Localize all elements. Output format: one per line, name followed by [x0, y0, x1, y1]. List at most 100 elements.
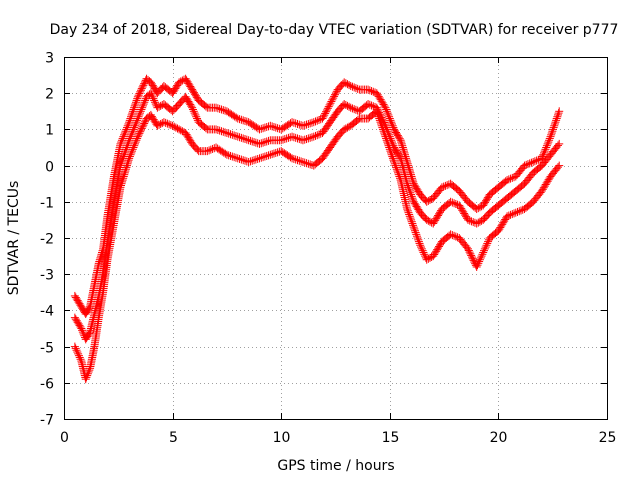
data-point — [118, 134, 127, 143]
data-point — [289, 118, 298, 127]
data-point — [239, 156, 248, 165]
data-point — [136, 107, 145, 116]
data-point — [139, 81, 148, 90]
data-point — [477, 252, 486, 261]
data-point — [307, 133, 316, 142]
data-point — [515, 207, 524, 216]
data-point — [271, 123, 280, 132]
data-point — [343, 123, 352, 132]
data-point — [463, 244, 472, 253]
data-point — [551, 118, 560, 127]
data-point — [253, 154, 262, 163]
data-point — [513, 207, 522, 216]
data-point — [130, 139, 139, 148]
data-point — [120, 129, 129, 138]
data-point — [340, 100, 349, 109]
data-point — [398, 141, 407, 150]
data-point — [387, 119, 396, 128]
data-point — [120, 168, 129, 177]
data-point — [306, 119, 315, 128]
data-point — [307, 118, 316, 127]
data-point — [288, 118, 297, 127]
data-point — [120, 130, 129, 139]
data-point — [125, 152, 134, 161]
data-point — [399, 145, 408, 154]
y-tick-label: 2 — [45, 87, 54, 103]
data-point — [552, 116, 561, 125]
data-point — [125, 118, 134, 127]
data-point — [235, 115, 244, 124]
data-point — [380, 129, 389, 138]
data-point — [155, 120, 164, 129]
data-point — [553, 141, 562, 150]
data-point — [422, 215, 431, 224]
data-point — [341, 100, 350, 109]
x-tick-label: 20 — [490, 430, 508, 446]
data-point — [133, 132, 142, 141]
data-point — [388, 152, 397, 161]
data-point — [380, 130, 389, 139]
data-point — [173, 124, 182, 133]
y-tick-label: -6 — [40, 377, 54, 393]
data-point — [534, 155, 543, 164]
data-point — [321, 109, 330, 118]
data-point — [259, 124, 268, 133]
data-point — [135, 89, 144, 98]
data-point — [435, 242, 444, 251]
data-point — [132, 136, 141, 145]
data-point — [150, 96, 159, 105]
data-point — [341, 79, 350, 88]
data-point — [123, 121, 132, 130]
data-point — [398, 143, 407, 152]
data-point — [130, 121, 139, 130]
data-point — [212, 103, 221, 112]
data-point — [353, 115, 362, 124]
data-point — [343, 80, 352, 89]
data-point — [241, 135, 249, 144]
x-tick-label: 15 — [382, 430, 400, 446]
data-point — [411, 228, 420, 237]
data-point — [430, 250, 439, 259]
data-point — [325, 100, 334, 109]
data-point — [125, 136, 134, 145]
data-point — [537, 186, 546, 195]
data-point — [387, 148, 396, 157]
data-point — [390, 157, 399, 166]
data-point — [246, 136, 255, 145]
data-point — [138, 101, 147, 110]
data-point — [304, 134, 313, 143]
data-point — [255, 139, 264, 148]
data-point — [386, 147, 395, 156]
data-point — [302, 135, 311, 144]
data-point — [201, 124, 210, 133]
data-point — [128, 147, 137, 156]
data-point — [483, 239, 492, 248]
data-point — [389, 156, 398, 165]
data-point — [460, 209, 469, 218]
data-point — [508, 210, 517, 219]
data-point — [406, 188, 415, 197]
data-point — [459, 207, 468, 216]
data-point — [425, 195, 434, 204]
data-point — [439, 182, 448, 191]
data-point — [448, 198, 457, 207]
data-point — [140, 119, 149, 128]
data-point — [345, 102, 354, 111]
data-point — [130, 123, 139, 132]
data-point — [137, 105, 146, 114]
data-point — [295, 156, 304, 165]
data-point — [379, 127, 388, 136]
data-point — [78, 326, 87, 335]
data-point — [473, 261, 482, 270]
y-tick-label: -1 — [40, 196, 54, 212]
data-point — [233, 154, 242, 163]
data-point — [96, 253, 105, 262]
data-point — [127, 110, 136, 119]
data-point — [405, 212, 414, 221]
data-point — [122, 161, 131, 170]
data-point — [456, 203, 465, 212]
data-point — [376, 118, 385, 127]
data-point — [343, 101, 352, 110]
data-point — [547, 130, 556, 139]
data-point — [137, 126, 146, 135]
